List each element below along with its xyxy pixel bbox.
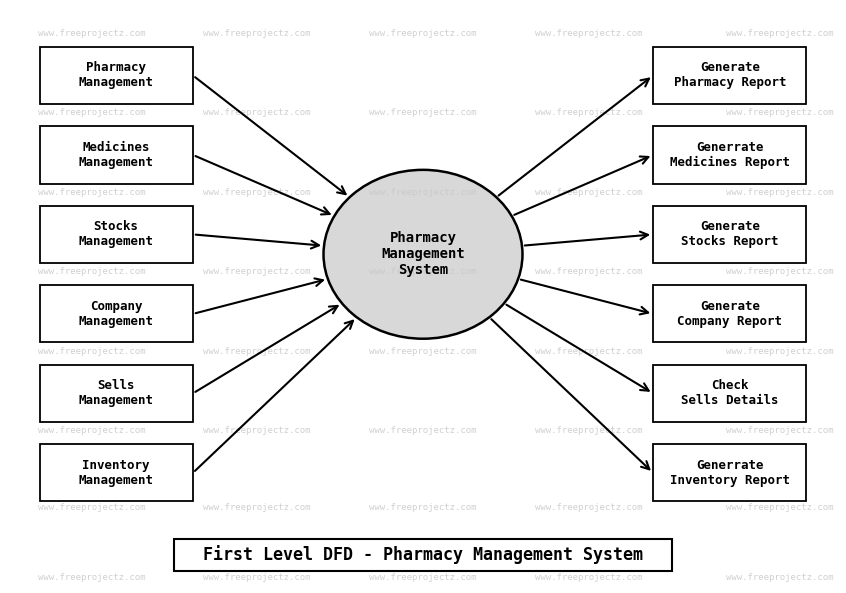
Text: www.freeprojectz.com: www.freeprojectz.com [203,573,311,582]
Text: www.freeprojectz.com: www.freeprojectz.com [535,108,643,117]
Text: Check
Sells Details: Check Sells Details [681,380,778,407]
Text: www.freeprojectz.com: www.freeprojectz.com [535,267,643,276]
Text: www.freeprojectz.com: www.freeprojectz.com [535,188,643,197]
Ellipse shape [323,170,523,339]
FancyBboxPatch shape [653,444,806,502]
Text: www.freeprojectz.com: www.freeprojectz.com [726,347,833,356]
FancyBboxPatch shape [40,126,193,183]
Text: Generrate
Inventory Report: Generrate Inventory Report [670,459,790,487]
Text: www.freeprojectz.com: www.freeprojectz.com [37,267,146,276]
Text: Generate
Pharmacy Report: Generate Pharmacy Report [673,62,786,90]
Text: Generate
Company Report: Generate Company Report [678,300,783,328]
Text: www.freeprojectz.com: www.freeprojectz.com [535,28,643,38]
Text: www.freeprojectz.com: www.freeprojectz.com [203,347,311,356]
Text: First Level DFD - Pharmacy Management System: First Level DFD - Pharmacy Management Sy… [203,546,643,565]
Text: www.freeprojectz.com: www.freeprojectz.com [726,188,833,197]
Text: www.freeprojectz.com: www.freeprojectz.com [203,267,311,276]
Text: www.freeprojectz.com: www.freeprojectz.com [726,503,833,512]
Text: www.freeprojectz.com: www.freeprojectz.com [535,573,643,582]
FancyBboxPatch shape [653,47,806,104]
Text: www.freeprojectz.com: www.freeprojectz.com [37,503,146,512]
FancyBboxPatch shape [40,206,193,263]
FancyBboxPatch shape [653,206,806,263]
Text: www.freeprojectz.com: www.freeprojectz.com [37,28,146,38]
Text: www.freeprojectz.com: www.freeprojectz.com [726,108,833,117]
Text: Sells
Management: Sells Management [79,380,154,407]
Text: www.freeprojectz.com: www.freeprojectz.com [535,426,643,435]
FancyBboxPatch shape [653,126,806,183]
Text: www.freeprojectz.com: www.freeprojectz.com [726,573,833,582]
Text: Generrate
Medicines Report: Generrate Medicines Report [670,141,790,169]
Text: www.freeprojectz.com: www.freeprojectz.com [726,28,833,38]
Text: www.freeprojectz.com: www.freeprojectz.com [369,347,477,356]
FancyBboxPatch shape [40,285,193,342]
FancyBboxPatch shape [40,365,193,422]
Text: www.freeprojectz.com: www.freeprojectz.com [726,267,833,276]
Text: www.freeprojectz.com: www.freeprojectz.com [203,503,311,512]
Text: www.freeprojectz.com: www.freeprojectz.com [369,503,477,512]
FancyBboxPatch shape [174,538,672,571]
Text: Generate
Stocks Report: Generate Stocks Report [681,221,778,248]
FancyBboxPatch shape [40,47,193,104]
Text: www.freeprojectz.com: www.freeprojectz.com [369,573,477,582]
Text: www.freeprojectz.com: www.freeprojectz.com [726,426,833,435]
Text: www.freeprojectz.com: www.freeprojectz.com [369,426,477,435]
Text: www.freeprojectz.com: www.freeprojectz.com [37,188,146,197]
Text: www.freeprojectz.com: www.freeprojectz.com [37,426,146,435]
Text: Company
Management: Company Management [79,300,154,328]
FancyBboxPatch shape [40,444,193,502]
FancyBboxPatch shape [653,285,806,342]
Text: www.freeprojectz.com: www.freeprojectz.com [369,267,477,276]
Text: Pharmacy
Management: Pharmacy Management [79,62,154,90]
Text: www.freeprojectz.com: www.freeprojectz.com [37,347,146,356]
Text: www.freeprojectz.com: www.freeprojectz.com [203,28,311,38]
Text: www.freeprojectz.com: www.freeprojectz.com [535,503,643,512]
Text: www.freeprojectz.com: www.freeprojectz.com [535,347,643,356]
Text: www.freeprojectz.com: www.freeprojectz.com [37,108,146,117]
Text: www.freeprojectz.com: www.freeprojectz.com [369,108,477,117]
Text: www.freeprojectz.com: www.freeprojectz.com [37,573,146,582]
Text: www.freeprojectz.com: www.freeprojectz.com [369,188,477,197]
Text: www.freeprojectz.com: www.freeprojectz.com [369,28,477,38]
Text: Medicines
Management: Medicines Management [79,141,154,169]
Text: Inventory
Management: Inventory Management [79,459,154,487]
Text: www.freeprojectz.com: www.freeprojectz.com [203,188,311,197]
Text: Pharmacy
Management
System: Pharmacy Management System [382,231,464,278]
Text: www.freeprojectz.com: www.freeprojectz.com [203,108,311,117]
Text: www.freeprojectz.com: www.freeprojectz.com [203,426,311,435]
Text: Stocks
Management: Stocks Management [79,221,154,248]
FancyBboxPatch shape [653,365,806,422]
